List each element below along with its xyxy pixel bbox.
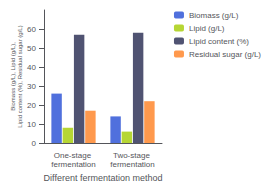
svg-text:Different fermentation method: Different fermentation method — [44, 173, 163, 183]
svg-text:Biomass (g/L), Lipid (g/L),: Biomass (g/L), Lipid (g/L), — [10, 42, 16, 111]
svg-text:60: 60 — [27, 25, 36, 34]
svg-text:40: 40 — [27, 63, 36, 72]
svg-text:Two-stage: Two-stage — [113, 151, 152, 160]
svg-text:30: 30 — [27, 82, 36, 91]
svg-text:Lipid content (%), Residual su: Lipid content (%), Residual sugar (g/L) — [17, 25, 23, 127]
svg-text:20: 20 — [27, 101, 36, 110]
svg-text:10: 10 — [27, 120, 36, 129]
svg-text:Lipid content (%): Lipid content (%) — [189, 37, 249, 46]
svg-text:Lipid (g/L): Lipid (g/L) — [189, 24, 225, 33]
svg-text:0: 0 — [32, 139, 37, 148]
svg-text:Biomass (g/L): Biomass (g/L) — [189, 11, 239, 20]
svg-text:Residual sugar (g/L): Residual sugar (g/L) — [189, 50, 261, 59]
svg-text:One-stage: One-stage — [54, 151, 94, 160]
svg-text:fermentation: fermentation — [110, 160, 154, 169]
svg-text:50: 50 — [27, 44, 36, 53]
svg-text:fermentation: fermentation — [51, 160, 95, 169]
